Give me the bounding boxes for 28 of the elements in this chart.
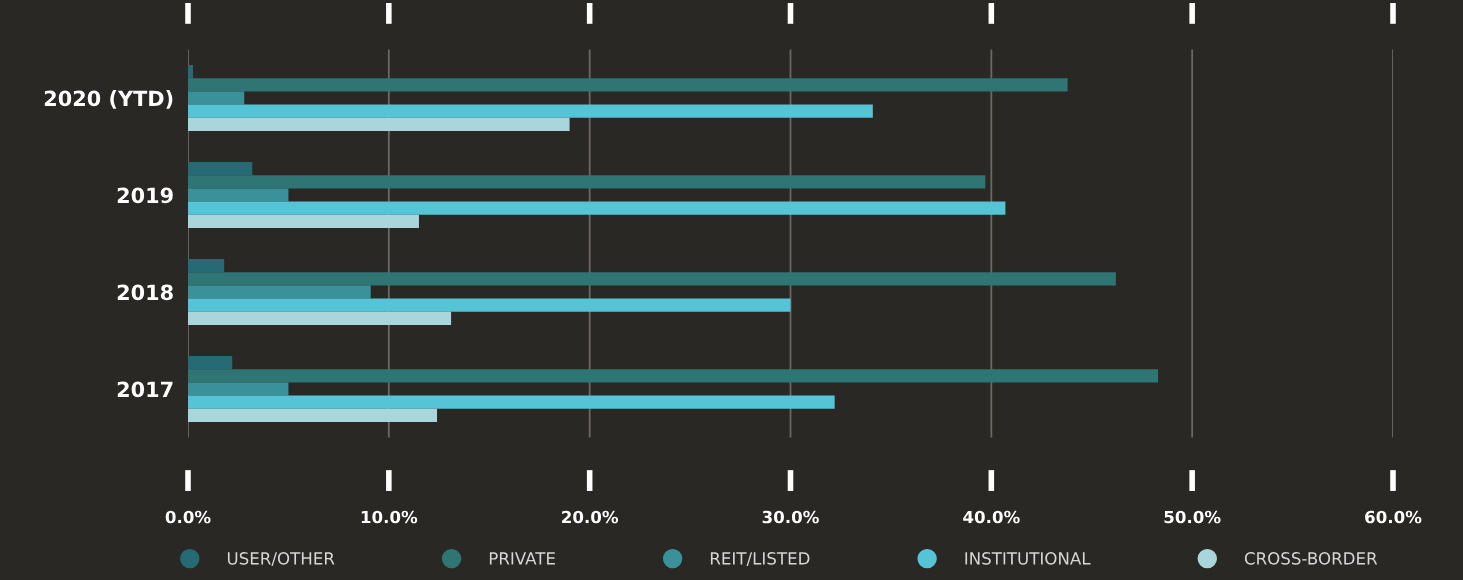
y-tick-label: 2020 (YTD) <box>44 90 173 109</box>
y-tick-label: 2018 <box>117 284 173 301</box>
bar <box>188 91 245 105</box>
bar <box>188 311 452 325</box>
legend-label: CROSS-BORDER <box>1244 552 1378 565</box>
legend-label: USER/OTHER <box>227 552 335 566</box>
bar <box>188 188 289 202</box>
x-tick-label: 40.0% <box>963 510 1020 524</box>
y-tick-label: 2019 <box>117 187 173 204</box>
x-tick-label: 50.0% <box>1164 510 1221 524</box>
y-tick-label: 2017 <box>117 381 173 398</box>
legend-label: INSTITUTIONAL <box>965 552 1091 565</box>
x-tick-label: 60.0% <box>1365 510 1422 524</box>
bar <box>188 201 1006 215</box>
x-tick-label: 30.0% <box>762 510 819 524</box>
bar <box>188 298 791 312</box>
bar <box>188 395 835 409</box>
x-tick-label: 10.0% <box>361 510 418 524</box>
legend-label: REIT/LISTED <box>710 552 810 566</box>
x-tick-label: 0.0% <box>165 510 211 524</box>
x-tick-label: 20.0% <box>562 510 619 524</box>
bar <box>188 117 570 131</box>
bar <box>188 104 873 118</box>
bar <box>188 382 289 396</box>
bar <box>188 408 438 422</box>
legend-label: PRIVATE <box>489 552 555 565</box>
bar <box>188 214 419 228</box>
bar <box>188 285 371 299</box>
